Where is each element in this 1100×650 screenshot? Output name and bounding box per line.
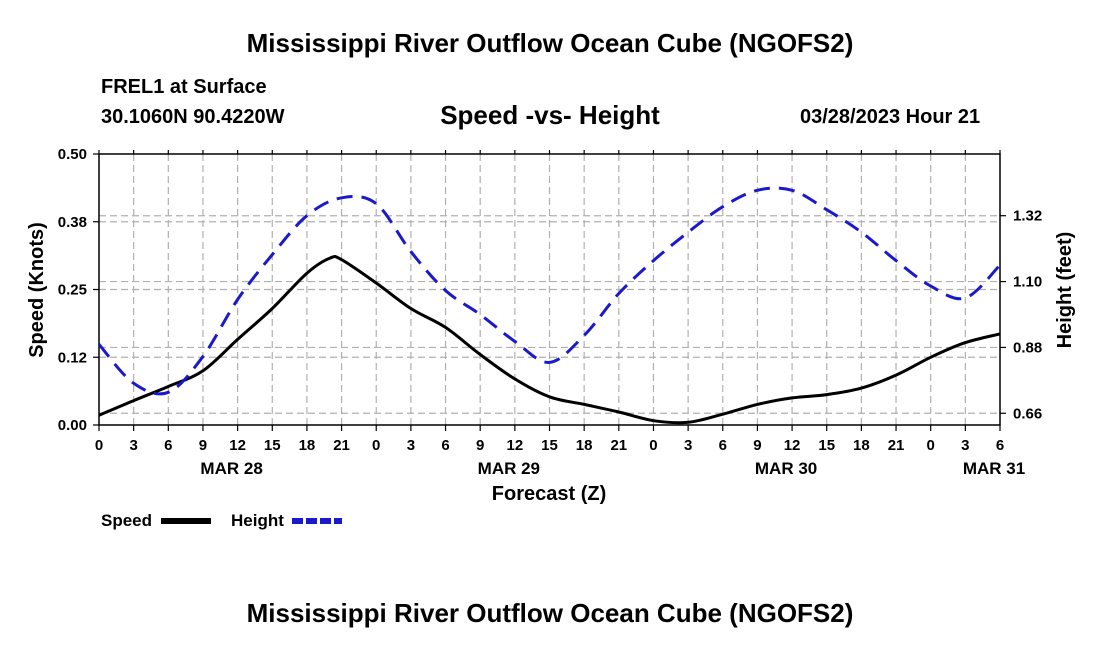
- chart-subtitle: Speed -vs- Height: [440, 100, 660, 130]
- y-tick-label-right: 1.32: [1013, 208, 1042, 225]
- series-line-speed: [98, 254, 1001, 425]
- y-axis-title-left: Speed (Knots): [26, 222, 48, 358]
- station-coordinates: 30.1060N 90.4220W: [101, 106, 285, 128]
- x-tick-label: 21: [333, 437, 350, 454]
- x-axis-title: Forecast (Z): [492, 483, 606, 505]
- x-tick-label: 6: [719, 437, 727, 454]
- y-tick-label-left: 0.38: [58, 214, 87, 231]
- x-tick-label: 3: [961, 437, 969, 454]
- x-tick-label: 21: [888, 437, 905, 454]
- y-tick-label-right: 1.10: [1013, 274, 1042, 291]
- y-tick-label-right: 0.66: [1013, 405, 1042, 422]
- footer-title: Mississippi River Outflow Ocean Cube (NG…: [246, 598, 854, 628]
- y-tick-label-left: 0.00: [58, 417, 87, 434]
- x-tick-label: 15: [541, 437, 558, 454]
- x-date-label: MAR 29: [478, 459, 540, 478]
- y-tick-label-left: 0.25: [58, 282, 87, 299]
- x-tick-label: 0: [372, 437, 380, 454]
- x-date-label: MAR 31: [963, 459, 1025, 478]
- legend-label: Height: [231, 511, 284, 530]
- speed-height-chart: 0 3 6 9 12 15 18 21 0 3 6 9 12 15 18 21 0 3 6 9 12 15 18 21 0 3 6 M…: [26, 146, 1076, 530]
- x-tick-label: 6: [996, 437, 1004, 454]
- x-tick-label: 6: [164, 437, 172, 454]
- y-tick-label-right: 0.88: [1013, 339, 1042, 356]
- x-tick-label: 3: [129, 437, 137, 454]
- y-tick-label-left: 0.50: [58, 146, 87, 163]
- x-tick-label: 9: [199, 437, 207, 454]
- y-tick-label-left: 0.12: [58, 349, 87, 366]
- x-tick-label: 6: [441, 437, 449, 454]
- x-tick-label: 12: [229, 437, 246, 454]
- x-tick-label: 15: [818, 437, 835, 454]
- x-tick-label: 15: [264, 437, 281, 454]
- x-tick-label: 12: [784, 437, 801, 454]
- x-date-label: MAR 30: [755, 459, 817, 478]
- x-tick-label: 12: [507, 437, 524, 454]
- station-label: FREL1 at Surface: [101, 76, 267, 98]
- y-axis-title-right: Height (feet): [1054, 232, 1076, 349]
- x-tick-label: 0: [927, 437, 935, 454]
- x-tick-label: 0: [95, 437, 103, 454]
- x-tick-label: 9: [753, 437, 761, 454]
- x-tick-label: 18: [576, 437, 593, 454]
- series-line-height: [97, 186, 1002, 396]
- x-date-label: MAR 28: [200, 459, 262, 478]
- forecast-datetime: 03/28/2023 Hour 21: [800, 106, 981, 128]
- x-tick-label: 9: [476, 437, 484, 454]
- x-tick-label: 18: [299, 437, 316, 454]
- x-tick-label: 3: [407, 437, 415, 454]
- x-tick-label: 0: [649, 437, 657, 454]
- legend-label: Speed: [101, 511, 152, 530]
- chart-legend: Speed Height: [101, 511, 342, 530]
- x-tick-label: 18: [853, 437, 870, 454]
- x-tick-label: 21: [610, 437, 627, 454]
- chart-main-title: Mississippi River Outflow Ocean Cube (NG…: [246, 28, 854, 58]
- x-tick-label: 3: [684, 437, 692, 454]
